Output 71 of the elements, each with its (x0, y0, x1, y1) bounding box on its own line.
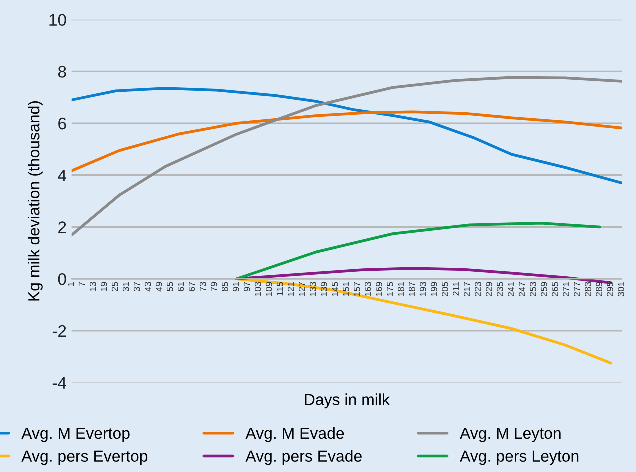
x-tick-label: 43 (144, 282, 152, 292)
x-tick-label: 223 (475, 282, 482, 296)
x-tick-label: 37 (134, 282, 140, 292)
x-tick-label: 277 (574, 282, 580, 296)
x-tick-label: 49 (156, 282, 162, 292)
x-tick-label: 139 (320, 282, 328, 296)
x-tick-label: 229 (486, 282, 492, 296)
x-tick-label: 235 (497, 282, 504, 296)
x-tick-label: 109 (266, 282, 272, 296)
line-series (72, 76, 622, 237)
x-tick-label: 265 (552, 282, 558, 296)
x-tick-label: 163 (364, 282, 372, 296)
line-series (236, 222, 602, 280)
y-tick-label: -2 (52, 325, 66, 337)
x-tick-label: 73 (200, 282, 206, 292)
x-tick-label: 133 (310, 282, 316, 296)
x-tick-label: 67 (188, 282, 196, 292)
x-tick-label: 115 (277, 282, 284, 296)
legend-label: Avg. M Evade (246, 427, 344, 442)
x-tick-label: 85 (222, 282, 228, 292)
y-tick-label: 0 (58, 273, 66, 286)
x-tick-label: 199 (430, 282, 438, 296)
x-tick-label: 217 (464, 282, 470, 296)
x-tick-label: 253 (530, 282, 536, 296)
x-tick-label: 301 (618, 282, 624, 297)
x-tick-label: 121 (288, 282, 294, 296)
x-tick-label: 151 (343, 282, 350, 296)
x-axis-title: Days in milk (305, 394, 390, 409)
x-tick-label: 25 (112, 282, 118, 292)
x-tick-label: 175 (387, 282, 394, 296)
x-tick-label: 295 (607, 282, 614, 296)
x-tick-label: 193 (420, 282, 426, 296)
x-tick-label: 103 (254, 282, 262, 296)
x-tick-label: 61 (178, 282, 184, 292)
x-tick-label: 271 (563, 282, 570, 296)
x-tick-label: 289 (596, 282, 602, 296)
x-tick-label: 127 (298, 282, 306, 296)
y-axis-title: Kg milk deviation (thousand) (28, 102, 43, 301)
x-tick-label: 31 (122, 282, 130, 292)
legend-label: Avg. pers Evertop (22, 450, 148, 466)
y-tick-label: -4 (52, 377, 67, 389)
y-tick-label: 2 (58, 222, 66, 234)
x-tick-label: 19 (100, 282, 108, 292)
legend-label: Avg. pers Leyton (460, 450, 579, 466)
x-tick-label: 79 (210, 282, 218, 292)
x-tick-label: 157 (354, 282, 360, 296)
x-tick-label: 7 (78, 282, 86, 286)
x-tick-label: 181 (398, 282, 404, 296)
x-tick-label: 169 (376, 282, 382, 296)
x-tick-label: 205 (442, 282, 448, 296)
x-tick-label: 247 (519, 282, 526, 296)
y-tick-label: 6 (58, 118, 66, 130)
x-tick-label: 97 (244, 282, 250, 292)
x-tick-label: 91 (232, 282, 240, 292)
x-tick-label: 55 (167, 282, 174, 292)
line-series (72, 110, 622, 172)
x-tick-label: 1 (68, 282, 74, 286)
legend-label: Avg. M Leyton (460, 428, 561, 442)
y-tick-label: 4 (58, 170, 67, 182)
legend-label: Avg. M Evertop (22, 428, 130, 442)
x-tick-label: 13 (90, 282, 96, 292)
y-tick-label: 8 (58, 66, 66, 78)
x-tick-label: 259 (541, 282, 548, 296)
x-tick-label: 187 (408, 282, 416, 296)
y-tick-label: 10 (50, 14, 66, 26)
x-tick-label: 145 (332, 282, 338, 296)
x-tick-label: 211 (452, 282, 460, 296)
line-series (72, 87, 622, 185)
legend-label: Avg. pers Evade (246, 450, 362, 466)
x-tick-label: 283 (585, 282, 592, 296)
x-tick-label: 241 (508, 282, 514, 296)
